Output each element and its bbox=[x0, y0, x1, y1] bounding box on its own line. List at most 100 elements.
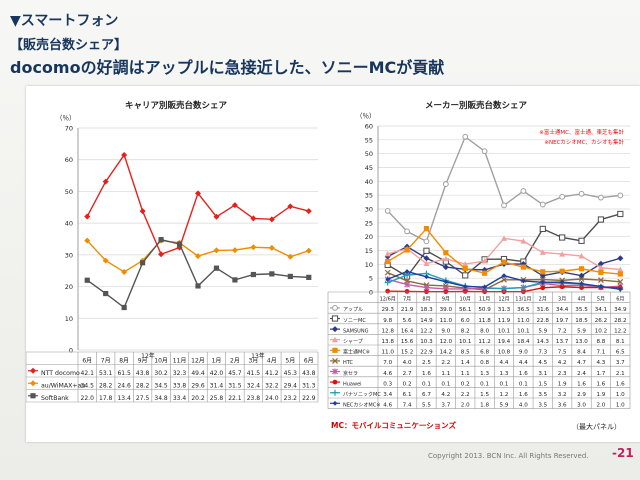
x-tick-label: 6月 bbox=[304, 358, 314, 365]
data-label: 6.7 bbox=[422, 392, 431, 398]
data-label: 14.9 bbox=[420, 318, 433, 324]
x-tick-label: 9月 bbox=[442, 297, 450, 303]
y-tick-label: 5 bbox=[369, 275, 373, 283]
data-label: 1.7 bbox=[596, 371, 605, 377]
data-point bbox=[424, 274, 429, 280]
data-point bbox=[462, 272, 469, 279]
data-label: 34.5 bbox=[81, 383, 95, 390]
data-label: 4.2 bbox=[558, 360, 567, 366]
data-label: 16.4 bbox=[401, 328, 414, 334]
y-tick-label: 25 bbox=[365, 219, 373, 227]
data-label: 19.4 bbox=[498, 339, 511, 345]
data-point bbox=[158, 251, 165, 258]
data-label: 13.7 bbox=[556, 339, 569, 345]
data-point bbox=[481, 258, 488, 264]
data-label: 12.0 bbox=[440, 339, 453, 345]
data-point bbox=[501, 235, 507, 241]
data-point bbox=[462, 289, 468, 294]
data-label: 4.4 bbox=[500, 360, 509, 366]
data-label: 43.8 bbox=[302, 370, 316, 377]
data-label: 32.4 bbox=[247, 383, 261, 390]
legend-marker bbox=[332, 379, 338, 385]
data-label: 41.5 bbox=[247, 370, 261, 377]
series-line bbox=[387, 135, 621, 243]
data-label: 9.0 bbox=[441, 328, 450, 334]
x-tick-label: 6月 bbox=[616, 297, 624, 303]
data-label: 2.0 bbox=[461, 403, 470, 409]
data-label: 7.5 bbox=[558, 350, 567, 356]
data-label: 2.5 bbox=[422, 360, 431, 366]
data-label: 1.2 bbox=[500, 392, 509, 398]
chart-annotation: ※富士通MC、富士通、東芝も集計 bbox=[539, 128, 624, 136]
data-label: 4.4 bbox=[519, 360, 528, 366]
data-label: 13.0 bbox=[575, 339, 588, 345]
data-label: 10.1 bbox=[517, 328, 530, 334]
legend-label: アップル bbox=[343, 307, 363, 313]
data-point bbox=[443, 250, 449, 256]
data-point bbox=[102, 257, 109, 264]
section-subtitle: 【販売台数シェア】 bbox=[10, 38, 128, 53]
data-label: 3.5 bbox=[538, 392, 547, 398]
data-label: 20.2 bbox=[191, 395, 205, 402]
data-label: 6.0 bbox=[461, 318, 470, 324]
data-label: 0.1 bbox=[500, 381, 509, 387]
data-label: 34.5 bbox=[154, 383, 168, 390]
data-label: 1.6 bbox=[519, 392, 528, 398]
data-label: 10.2 bbox=[595, 328, 607, 334]
data-label: 0.2 bbox=[461, 381, 470, 387]
data-point bbox=[404, 281, 411, 288]
data-label: 9.8 bbox=[383, 318, 392, 324]
data-point bbox=[195, 253, 201, 260]
y-tick-label: 50 bbox=[65, 188, 73, 196]
x-tick-label: 7月 bbox=[101, 358, 111, 365]
data-point bbox=[617, 255, 624, 262]
data-point bbox=[423, 247, 430, 254]
data-point bbox=[481, 148, 488, 155]
y-tick-label: 60 bbox=[65, 156, 73, 164]
data-label: 3.0 bbox=[577, 403, 586, 409]
data-label: 31.3 bbox=[498, 307, 511, 313]
data-label: 5.9 bbox=[500, 403, 509, 409]
data-label: 22.1 bbox=[228, 395, 242, 402]
data-point bbox=[269, 271, 275, 277]
data-label: 27.5 bbox=[136, 395, 150, 402]
data-label: 42.0 bbox=[210, 370, 224, 377]
page-number: -21 bbox=[612, 446, 634, 460]
y-tick-label: 0 bbox=[369, 289, 373, 297]
data-label: 1.0 bbox=[616, 403, 625, 409]
data-label: 29.6 bbox=[191, 383, 205, 390]
y-tick-label: 40 bbox=[65, 220, 73, 228]
data-point bbox=[559, 268, 565, 274]
data-point bbox=[559, 279, 565, 285]
x-tick-label: 2月 bbox=[539, 297, 547, 303]
data-point bbox=[404, 289, 410, 294]
data-label: 43.8 bbox=[136, 370, 150, 377]
data-point bbox=[617, 271, 623, 277]
x-tick-label: 8月 bbox=[119, 358, 129, 365]
data-point bbox=[559, 234, 566, 241]
data-point bbox=[578, 276, 585, 282]
data-point bbox=[540, 285, 546, 291]
y-tick-label: 20 bbox=[65, 283, 73, 291]
data-label: 49.4 bbox=[191, 370, 205, 377]
data-point bbox=[598, 269, 604, 275]
data-point bbox=[539, 201, 546, 208]
data-point bbox=[385, 276, 391, 282]
data-point bbox=[462, 284, 468, 289]
data-point bbox=[539, 225, 546, 233]
y-tick-label: 60 bbox=[365, 123, 373, 131]
legend-label: au/WiMAX+au bbox=[41, 383, 85, 390]
legend-marker bbox=[332, 305, 338, 311]
data-label: 3.2 bbox=[558, 392, 567, 398]
legend-marker bbox=[332, 326, 338, 333]
data-label: 12.8 bbox=[381, 328, 394, 334]
y-tick-label: 15 bbox=[365, 247, 373, 255]
data-label: 11.0 bbox=[440, 318, 453, 324]
data-label: 3.5 bbox=[538, 403, 547, 409]
data-label: 10.3 bbox=[420, 339, 433, 345]
data-label: 22.9 bbox=[420, 350, 433, 356]
data-label: 34.9 bbox=[614, 307, 627, 313]
data-label: 24.6 bbox=[117, 383, 131, 390]
data-point bbox=[404, 247, 410, 253]
data-label: 1.8 bbox=[480, 403, 489, 409]
